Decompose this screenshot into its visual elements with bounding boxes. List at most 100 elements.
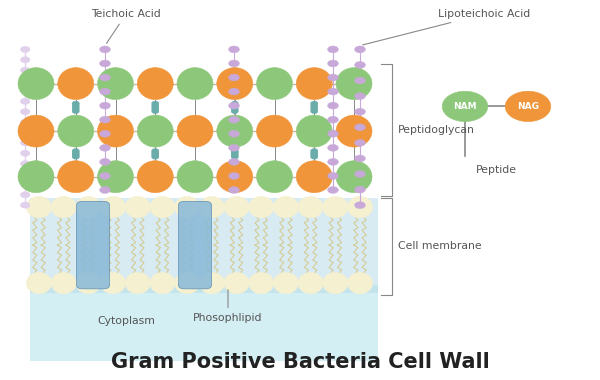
Circle shape <box>100 60 110 67</box>
Circle shape <box>72 152 79 156</box>
Ellipse shape <box>58 68 94 100</box>
Ellipse shape <box>100 196 125 218</box>
Ellipse shape <box>274 196 299 218</box>
Circle shape <box>328 187 338 193</box>
FancyBboxPatch shape <box>77 201 110 289</box>
Circle shape <box>20 181 30 187</box>
Circle shape <box>100 173 110 179</box>
Circle shape <box>355 139 365 146</box>
FancyBboxPatch shape <box>179 201 212 289</box>
Ellipse shape <box>442 91 488 122</box>
Text: Cell membrane: Cell membrane <box>398 241 481 251</box>
Circle shape <box>229 102 239 109</box>
Ellipse shape <box>18 68 54 100</box>
Circle shape <box>231 105 238 109</box>
Circle shape <box>328 158 338 165</box>
Circle shape <box>72 101 79 106</box>
Circle shape <box>20 202 30 208</box>
Circle shape <box>311 149 318 153</box>
Circle shape <box>229 60 239 67</box>
Circle shape <box>72 153 79 158</box>
Circle shape <box>328 130 338 137</box>
Ellipse shape <box>199 196 224 218</box>
Ellipse shape <box>274 272 299 294</box>
Circle shape <box>152 105 159 109</box>
Ellipse shape <box>347 272 373 294</box>
Ellipse shape <box>175 196 200 218</box>
Circle shape <box>229 74 239 81</box>
Circle shape <box>229 116 239 123</box>
Ellipse shape <box>125 272 151 294</box>
Circle shape <box>20 119 30 125</box>
Circle shape <box>152 155 159 159</box>
Ellipse shape <box>76 196 101 218</box>
Ellipse shape <box>257 161 293 193</box>
Circle shape <box>311 105 318 109</box>
Text: Gram Positive Bacteria Cell Wall: Gram Positive Bacteria Cell Wall <box>110 352 490 372</box>
Circle shape <box>231 150 238 155</box>
Ellipse shape <box>217 115 253 147</box>
Bar <box>30 285 378 361</box>
Circle shape <box>355 124 365 131</box>
Circle shape <box>311 103 318 108</box>
Circle shape <box>311 155 318 159</box>
Circle shape <box>229 88 239 95</box>
Ellipse shape <box>199 272 224 294</box>
Circle shape <box>229 46 239 53</box>
Circle shape <box>355 202 365 209</box>
Circle shape <box>311 109 318 114</box>
Text: NAG: NAG <box>517 102 539 111</box>
Circle shape <box>20 130 30 136</box>
Circle shape <box>100 88 110 95</box>
Circle shape <box>328 173 338 179</box>
Ellipse shape <box>224 196 249 218</box>
Circle shape <box>20 109 30 115</box>
Ellipse shape <box>18 161 54 193</box>
Ellipse shape <box>336 68 372 100</box>
Ellipse shape <box>150 272 175 294</box>
Ellipse shape <box>257 68 293 100</box>
Ellipse shape <box>217 161 253 193</box>
Ellipse shape <box>18 115 54 147</box>
Ellipse shape <box>323 196 348 218</box>
Ellipse shape <box>336 115 372 147</box>
Ellipse shape <box>26 272 52 294</box>
Ellipse shape <box>137 68 173 100</box>
Circle shape <box>229 130 239 137</box>
Circle shape <box>355 77 365 84</box>
Text: Peptide: Peptide <box>476 165 517 175</box>
Ellipse shape <box>100 272 125 294</box>
Circle shape <box>72 149 79 153</box>
Ellipse shape <box>296 161 332 193</box>
Circle shape <box>328 46 338 53</box>
Circle shape <box>328 74 338 81</box>
Circle shape <box>231 107 238 112</box>
Circle shape <box>355 108 365 115</box>
Ellipse shape <box>51 196 76 218</box>
Circle shape <box>100 46 110 53</box>
Circle shape <box>100 187 110 193</box>
Ellipse shape <box>125 196 151 218</box>
Circle shape <box>229 187 239 193</box>
Circle shape <box>328 60 338 67</box>
Circle shape <box>152 152 159 156</box>
Circle shape <box>311 153 318 158</box>
Ellipse shape <box>51 272 76 294</box>
Ellipse shape <box>58 115 94 147</box>
Ellipse shape <box>76 272 101 294</box>
Circle shape <box>231 153 238 158</box>
Circle shape <box>152 149 159 153</box>
Circle shape <box>20 57 30 63</box>
Ellipse shape <box>217 68 253 100</box>
Circle shape <box>72 150 79 155</box>
Ellipse shape <box>26 196 52 218</box>
Circle shape <box>355 171 365 177</box>
Circle shape <box>100 158 110 165</box>
Ellipse shape <box>177 115 213 147</box>
Ellipse shape <box>137 161 173 193</box>
Circle shape <box>328 144 338 151</box>
Circle shape <box>72 109 79 114</box>
Ellipse shape <box>336 161 372 193</box>
Ellipse shape <box>248 196 274 218</box>
Ellipse shape <box>97 68 133 100</box>
